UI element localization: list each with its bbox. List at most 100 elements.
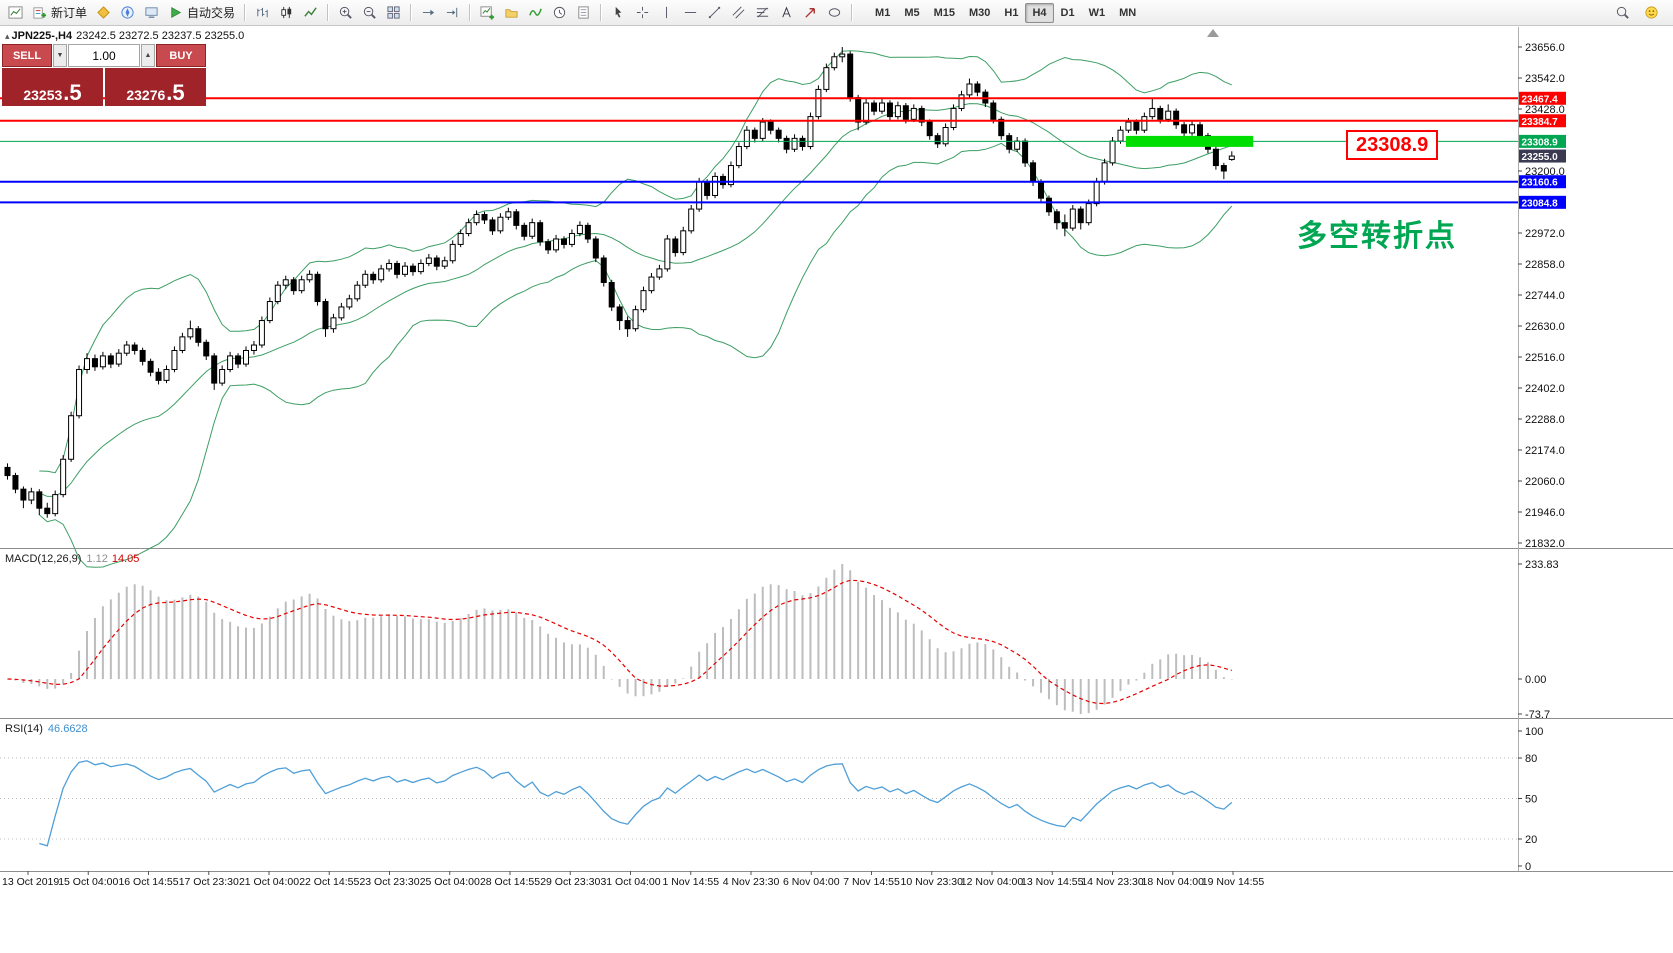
community-button[interactable] <box>1640 0 1663 25</box>
timeframe-button-m15[interactable]: M15 <box>933 6 955 19</box>
horizontal-line-icon <box>684 12 697 13</box>
shapes-button[interactable] <box>823 0 846 25</box>
text-label-button[interactable] <box>775 0 798 25</box>
timeframe-button-m1[interactable]: M1 <box>875 6 891 19</box>
y-axis-label: 23542.0 <box>1525 73 1565 85</box>
indicators-icon <box>529 8 542 16</box>
templates-button[interactable] <box>572 0 595 25</box>
price-tag-label: 23255.0 <box>1522 152 1559 163</box>
arrow-tool-icon <box>805 8 815 18</box>
timeframe-button-mn[interactable]: MN <box>1119 6 1137 19</box>
time-axis-label: 16 Oct 14:55 <box>118 876 178 888</box>
quote-panel-controls: SELL ▼ ▲ BUY <box>2 44 206 67</box>
price-callout[interactable]: 23308.9 <box>1346 130 1439 160</box>
sell-button[interactable]: SELL <box>2 44 52 67</box>
line-chart-button[interactable] <box>299 0 322 25</box>
price-tag <box>1519 91 1566 105</box>
separator <box>410 4 413 21</box>
timeframe-button-d1[interactable]: D1 <box>1060 6 1075 19</box>
autoscroll-button[interactable] <box>417 0 440 25</box>
zoom-out-button[interactable] <box>358 0 381 25</box>
highlight-band[interactable] <box>1125 135 1254 147</box>
rsi-axis-label: 20 <box>1525 834 1537 846</box>
rsi-pane-label: RSI(14) 46.6628 <box>5 723 88 735</box>
periods-button[interactable] <box>548 0 571 25</box>
timeframe-button-h1[interactable]: H1 <box>1004 6 1019 19</box>
buy-price-main: 23276 <box>126 86 166 103</box>
price-tag-label: 23084.8 <box>1522 198 1559 209</box>
new-order-icon <box>33 7 47 19</box>
time-axis-label: 4 Nov 23:30 <box>723 876 780 888</box>
time-axis-label: 13 Nov 14:55 <box>1021 876 1084 888</box>
quote-panel-prices: 23253.5 23276.5 <box>2 68 206 106</box>
buy-button[interactable]: BUY <box>156 44 206 67</box>
time-axis-label: 23 Oct 23:30 <box>359 876 419 888</box>
terminal-button[interactable] <box>140 0 163 25</box>
chart-header: ▴ JPN225-,H4 23242.5 23272.5 23237.5 23255… <box>5 30 244 42</box>
bollinger-band-line <box>38 142 1233 568</box>
y-axis-label: 22744.0 <box>1525 290 1565 302</box>
price-tag-label: 23160.6 <box>1522 178 1559 189</box>
separator <box>851 4 854 21</box>
timeframe-button-m30[interactable]: M30 <box>969 6 991 19</box>
time-axis-label: 22 Oct 14:55 <box>299 876 359 888</box>
text-label-icon <box>782 6 791 18</box>
tile-windows-button[interactable] <box>382 0 405 25</box>
timeframe-button-m5[interactable]: M5 <box>904 6 920 19</box>
volume-input[interactable] <box>68 44 140 67</box>
buy-price-display[interactable]: 23276.5 <box>105 68 206 106</box>
zoom-in-button[interactable] <box>334 0 357 25</box>
market-watch-button[interactable] <box>92 0 115 25</box>
price-tag <box>1519 149 1566 163</box>
timeframe-button-h4[interactable]: H4 <box>1025 2 1054 23</box>
autotrading-play-icon <box>171 7 182 18</box>
cursor-button[interactable] <box>607 0 630 25</box>
separator <box>469 4 472 21</box>
macd-histogram <box>14 564 1233 714</box>
rsi-value: 46.6628 <box>47 723 88 735</box>
y-axis-label: 22858.0 <box>1525 259 1565 271</box>
horizontal-line-button[interactable] <box>679 0 702 25</box>
new-chart-button[interactable] <box>476 0 499 25</box>
y-axis-label: 22972.0 <box>1525 228 1565 240</box>
trendline-icon <box>708 6 721 19</box>
candlestick-chart-button[interactable] <box>275 0 298 25</box>
rsi-axis-label: 80 <box>1525 753 1537 765</box>
new-order-button[interactable]: 新订单 <box>28 0 91 25</box>
navigator-button[interactable] <box>116 0 139 25</box>
arrow-tool-button[interactable] <box>799 0 822 25</box>
buy-price-pips: .5 <box>166 80 185 106</box>
time-axis-label: 1 Nov 14:55 <box>662 876 719 888</box>
volume-decrease-button[interactable]: ▼ <box>53 44 67 67</box>
autotrading-button[interactable]: 自动交易 <box>164 0 239 25</box>
trendline-button[interactable] <box>703 0 726 25</box>
bar-chart-button[interactable] <box>251 0 274 25</box>
crosshair-button[interactable] <box>631 0 654 25</box>
chart-shift-button[interactable] <box>441 0 464 25</box>
new-chart-icon <box>480 6 495 20</box>
clock-icon <box>553 6 566 19</box>
annotation-text[interactable]: 多空转折点 <box>1297 220 1457 253</box>
y-axis-label: 22630.0 <box>1525 321 1565 333</box>
time-axis-label: 10 Nov 23:30 <box>901 876 964 888</box>
panel-collapse-icon[interactable]: ▴ <box>5 31 10 41</box>
profiles-button[interactable] <box>500 0 523 25</box>
search-button[interactable] <box>1611 0 1634 25</box>
time-axis-label: 12 Nov 04:00 <box>961 876 1024 888</box>
chart-shift-marker[interactable] <box>1207 29 1219 37</box>
rsi-axis-label: 0 <box>1525 861 1531 873</box>
macd-indicator-name: MACD(12,26,9) <box>5 553 82 565</box>
candles-layer <box>4 47 1235 518</box>
search-icon <box>1616 6 1629 19</box>
volume-increase-button[interactable]: ▲ <box>141 44 155 67</box>
time-axis-label: 19 Nov 14:55 <box>1202 876 1265 888</box>
tile-windows-icon <box>387 6 400 19</box>
sell-price-display[interactable]: 23253.5 <box>2 68 103 106</box>
vertical-line-button[interactable] <box>655 0 678 25</box>
fibonacci-button[interactable] <box>751 0 774 25</box>
timeframe-button-w1[interactable]: W1 <box>1088 6 1106 19</box>
indicators-button[interactable] <box>524 0 547 25</box>
symbol-name: JPN225-,H4 <box>11 30 73 42</box>
channel-button[interactable] <box>727 0 750 25</box>
